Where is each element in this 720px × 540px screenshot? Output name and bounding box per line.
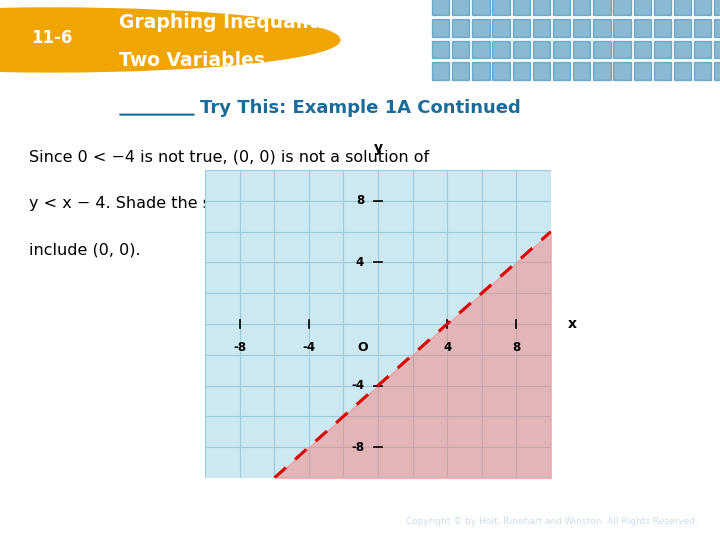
Bar — [634, 62, 651, 80]
Bar — [694, 62, 711, 80]
Bar — [533, 40, 550, 58]
Bar — [654, 40, 671, 58]
Bar — [674, 19, 691, 37]
Bar — [714, 40, 720, 58]
Text: y < x − 4. Shade the side of the line that does not: y < x − 4. Shade the side of the line th… — [29, 197, 434, 211]
Bar — [452, 19, 469, 37]
Bar — [593, 0, 611, 15]
Bar — [492, 40, 510, 58]
Bar — [513, 40, 530, 58]
Bar — [654, 19, 671, 37]
Bar — [533, 19, 550, 37]
Text: 4: 4 — [443, 341, 451, 354]
Text: Copyright © by Holt, Rinehart and Winston. All Rights Reserved.: Copyright © by Holt, Rinehart and Winsto… — [406, 517, 698, 526]
Text: -4: -4 — [351, 379, 364, 392]
Text: -8: -8 — [233, 341, 246, 354]
Bar — [674, 0, 691, 15]
Bar — [613, 0, 631, 15]
Bar — [694, 40, 711, 58]
Bar — [533, 0, 550, 15]
Bar — [492, 0, 510, 15]
Bar — [472, 0, 490, 15]
Bar — [472, 62, 490, 80]
Bar — [553, 19, 570, 37]
Bar — [533, 62, 550, 80]
Text: -4: -4 — [302, 341, 315, 354]
Text: 8: 8 — [512, 341, 521, 354]
Bar — [472, 19, 490, 37]
Bar — [432, 40, 449, 58]
Bar — [553, 62, 570, 80]
Text: Pre-Algebra: Pre-Algebra — [22, 515, 105, 528]
Bar — [492, 19, 510, 37]
Text: Try This: Example 1A Continued: Try This: Example 1A Continued — [199, 99, 521, 117]
Bar — [472, 40, 490, 58]
Bar — [634, 0, 651, 15]
Bar — [573, 40, 590, 58]
Bar — [573, 62, 590, 80]
Bar — [573, 19, 590, 37]
Bar — [492, 62, 510, 80]
Bar — [613, 62, 631, 80]
Bar — [613, 40, 631, 58]
Text: include (0, 0).: include (0, 0). — [29, 243, 140, 258]
Bar — [553, 40, 570, 58]
Bar — [613, 19, 631, 37]
Bar — [634, 19, 651, 37]
Bar — [432, 0, 449, 15]
Bar — [654, 62, 671, 80]
Bar — [714, 62, 720, 80]
Bar — [452, 40, 469, 58]
Bar — [452, 0, 469, 15]
Bar — [634, 40, 651, 58]
Bar — [694, 0, 711, 15]
Text: 4: 4 — [356, 256, 364, 269]
Bar — [674, 62, 691, 80]
Circle shape — [0, 8, 340, 72]
Text: Graphing Inequalities in: Graphing Inequalities in — [119, 13, 374, 32]
Bar — [573, 0, 590, 15]
Text: y: y — [374, 141, 382, 155]
Bar — [593, 62, 611, 80]
Bar — [593, 40, 611, 58]
Text: 11-6: 11-6 — [31, 29, 73, 48]
Text: Since 0 < −4 is not true, (0, 0) is not a solution of: Since 0 < −4 is not true, (0, 0) is not … — [29, 150, 429, 165]
Bar — [513, 62, 530, 80]
Bar — [593, 19, 611, 37]
Bar — [694, 19, 711, 37]
Bar — [432, 19, 449, 37]
Bar — [654, 0, 671, 15]
Bar — [452, 62, 469, 80]
Text: O: O — [357, 341, 368, 354]
Bar — [714, 0, 720, 15]
Text: 8: 8 — [356, 194, 364, 207]
Bar — [714, 19, 720, 37]
Bar — [513, 19, 530, 37]
Bar — [674, 40, 691, 58]
Bar — [553, 0, 570, 15]
Text: -8: -8 — [351, 441, 364, 454]
Text: x: x — [568, 317, 577, 331]
Bar — [432, 62, 449, 80]
Text: Two Variables: Two Variables — [119, 51, 265, 70]
Bar — [513, 0, 530, 15]
